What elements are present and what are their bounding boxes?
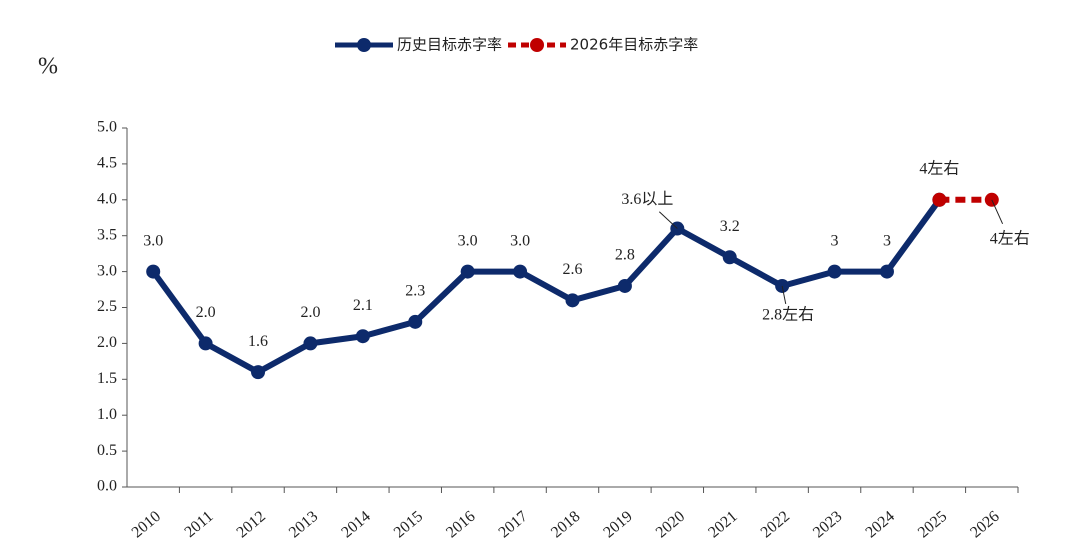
x-tick-label: 2022 <box>758 508 793 542</box>
data-label: 2.0 <box>300 304 320 321</box>
legend-marker <box>530 38 545 52</box>
data-label: 2.0 <box>196 304 216 321</box>
series-line <box>150 198 942 376</box>
data-label: 3 <box>883 232 891 249</box>
legend-marker <box>357 38 371 52</box>
y-tick-label: 0.5 <box>97 442 117 459</box>
x-tick-label: 2024 <box>862 508 897 542</box>
data-label: 4左右 <box>919 159 959 177</box>
data-label: 4左右 <box>990 229 1030 247</box>
data-label: 1.6 <box>248 333 268 350</box>
y-tick-label: 3.0 <box>97 262 117 279</box>
point <box>932 192 947 207</box>
point <box>251 365 266 380</box>
y-tick-label: 2.0 <box>97 334 117 351</box>
x-tick-label: 2025 <box>915 508 950 542</box>
x-tick-label: 2019 <box>600 508 635 542</box>
legend-label: 历史目标赤字率 <box>397 36 502 54</box>
y-tick-label: 2.5 <box>97 298 117 315</box>
point <box>146 264 161 279</box>
x-tick-label: 2023 <box>810 508 845 542</box>
y-axis-label: % <box>38 54 58 80</box>
x-tick-label: 2011 <box>182 508 217 541</box>
x-tick-label: 2026 <box>967 508 1002 542</box>
data-label: 3.6以上 <box>621 190 673 208</box>
point <box>303 336 318 351</box>
x-tick-label: 2017 <box>496 508 531 542</box>
y-tick-label: 4.5 <box>97 155 117 172</box>
x-tick-label: 2020 <box>653 508 688 542</box>
point <box>460 264 475 279</box>
point <box>722 250 737 265</box>
x-tick-label: 2016 <box>443 508 478 542</box>
data-label: 3.0 <box>143 232 163 249</box>
data-label: 3.0 <box>458 232 478 249</box>
x-tick-label: 2015 <box>391 508 426 542</box>
point <box>408 314 423 329</box>
point <box>513 264 528 279</box>
y-tick-label: 1.0 <box>97 406 117 423</box>
x-tick-label: 2014 <box>338 508 373 542</box>
y-tick-label: 5.0 <box>97 119 117 136</box>
data-label: 2.8左右 <box>762 306 814 324</box>
x-tick-label: 2013 <box>286 508 321 542</box>
y-tick-label: 3.5 <box>97 226 117 243</box>
y-tick-label: 4.0 <box>97 190 117 207</box>
point <box>827 264 842 279</box>
point <box>198 336 213 351</box>
x-tick-label: 2010 <box>129 508 164 542</box>
point <box>617 278 632 293</box>
x-tick-label: 2012 <box>234 508 269 542</box>
leader-line <box>781 285 787 305</box>
point <box>565 293 580 308</box>
data-label: 2.8 <box>615 247 635 264</box>
y-tick-label: 1.5 <box>97 370 117 387</box>
point <box>355 329 370 344</box>
x-tick-label: 2021 <box>705 508 740 542</box>
leader-line <box>991 199 1004 225</box>
data-label: 3.2 <box>720 218 740 235</box>
data-label: 2.6 <box>563 261 583 278</box>
x-tick-label: 2018 <box>548 508 583 542</box>
data-label: 3 <box>831 232 839 249</box>
legend-label: 2026年目标赤字率 <box>570 36 698 54</box>
y-tick-label: 0.0 <box>97 478 117 495</box>
data-label: 2.3 <box>405 283 425 300</box>
data-label: 3.0 <box>510 232 530 249</box>
data-label: 2.1 <box>353 297 373 314</box>
point <box>879 264 894 279</box>
leader-line <box>658 211 678 229</box>
